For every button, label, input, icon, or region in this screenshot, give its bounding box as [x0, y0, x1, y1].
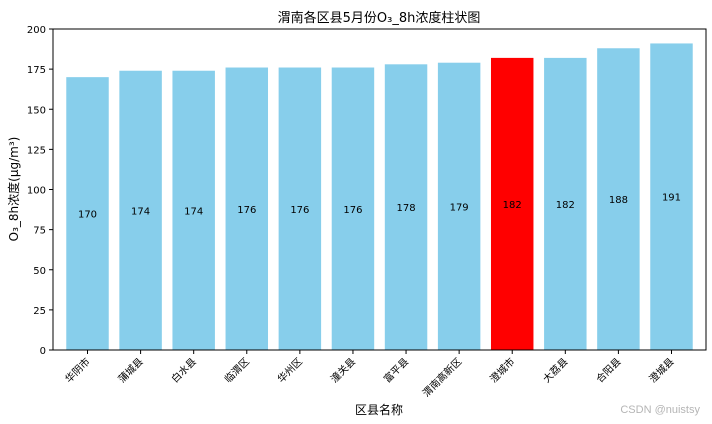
chart-title: 渭南各区县5月份O₃_8h浓度柱状图 — [278, 10, 481, 26]
x-tick-label: 富平县 — [381, 355, 411, 385]
bar — [66, 77, 109, 351]
bar — [384, 64, 428, 350]
data-label: 179 — [450, 202, 469, 213]
data-label: 174 — [131, 206, 150, 217]
data-label: 182 — [556, 200, 575, 211]
data-label: 178 — [396, 203, 415, 214]
y-axis-label: O₃_8h浓度(μg/m³) — [6, 137, 21, 242]
bar — [544, 57, 587, 350]
x-tick-label: 渭南高新区 — [420, 355, 465, 400]
bar — [490, 57, 534, 350]
y-tick-label: 25 — [33, 306, 46, 317]
data-label: 176 — [343, 205, 362, 216]
y-tick-label: 50 — [33, 266, 46, 277]
bar — [172, 70, 215, 350]
x-tick-label: 澄城县 — [646, 355, 676, 385]
bar — [597, 48, 640, 350]
data-label: 176 — [237, 205, 256, 216]
bar — [278, 67, 322, 351]
bar — [119, 70, 162, 350]
x-axis-label: 区县名称 — [355, 402, 403, 417]
x-tick-label: 白水县 — [168, 355, 198, 385]
y-tick-label: 75 — [33, 226, 46, 237]
bar — [437, 62, 481, 351]
watermark-text: CSDN @nuistsy — [620, 404, 700, 416]
x-tick-label: 华州区 — [275, 355, 305, 385]
x-tick-label: 临渭区 — [221, 355, 251, 385]
x-tick-label: 大荔县 — [540, 355, 570, 385]
y-tick-label: 100 — [27, 186, 46, 197]
x-tick-label: 蒲城县 — [115, 355, 145, 385]
bar — [225, 67, 269, 351]
y-tick-label: 150 — [27, 105, 46, 116]
data-label: 191 — [662, 193, 681, 204]
bar — [650, 43, 693, 350]
bar — [331, 67, 375, 351]
x-tick-label: 华阴市 — [62, 355, 92, 385]
y-tick-label: 125 — [27, 145, 46, 156]
data-label: 170 — [78, 210, 97, 221]
x-tick-label: 澄城市 — [487, 355, 517, 385]
x-tick-label: 潼关县 — [328, 355, 358, 385]
y-tick-label: 200 — [27, 25, 46, 36]
data-label: 188 — [609, 195, 628, 206]
y-tick-label: 175 — [27, 65, 46, 76]
y-tick-label: 0 — [40, 346, 46, 357]
data-label: 174 — [184, 206, 203, 217]
plot-area: 0 25 50 75 100 125 150 175 200 170 华阴市 174 蒲城县 174 白水县… — [27, 25, 707, 400]
data-label: 176 — [290, 205, 309, 216]
x-tick-label: 合阳县 — [593, 355, 623, 385]
data-label: 182 — [503, 200, 522, 211]
plot-frame — [52, 28, 707, 351]
